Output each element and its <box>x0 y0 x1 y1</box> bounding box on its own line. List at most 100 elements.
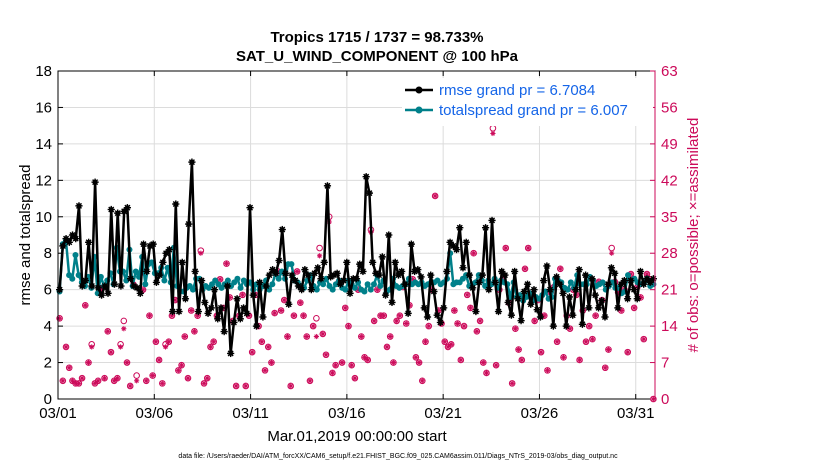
rmse-star-stroke <box>511 268 518 275</box>
obs-possible-point <box>181 333 189 340</box>
series-rmse-point <box>440 304 448 312</box>
obs-star-stroke <box>243 383 248 389</box>
obs-possible-point <box>242 382 250 390</box>
rmse-star-stroke <box>317 275 325 282</box>
y2-tick-label: 49 <box>661 136 678 153</box>
series-rmse-point <box>104 289 112 297</box>
obs-star-stroke <box>150 373 155 378</box>
series-spread-point <box>288 261 295 268</box>
series-rmse-point <box>623 295 632 303</box>
rmse-star-stroke <box>105 290 112 297</box>
obs-possible-point <box>248 348 256 356</box>
obs-assimilated-point <box>403 320 409 327</box>
obs-possible-point <box>492 361 500 369</box>
obs-assimilated-point <box>146 313 153 319</box>
rmse-star-stroke <box>172 201 179 208</box>
obs-assimilated-point <box>291 313 297 319</box>
obs-star-stroke <box>619 308 624 313</box>
obs-possible-point <box>374 286 381 293</box>
y2-tick-label: 63 <box>661 63 678 80</box>
rmse-star-stroke <box>624 295 631 302</box>
rmse-star-stroke <box>530 286 538 293</box>
rmse-star-stroke <box>314 264 321 271</box>
rmse-star-stroke <box>440 304 447 311</box>
obs-star-stroke <box>583 339 589 344</box>
series-rmse-point <box>543 262 551 270</box>
obs-assimilated-point <box>519 357 525 363</box>
series-rmse-point <box>588 275 596 283</box>
rmse-star-stroke <box>108 206 115 213</box>
obs-possible-point <box>284 333 291 340</box>
obs-possible-point <box>624 348 632 356</box>
series-spread-point <box>625 272 632 279</box>
series-rmse-point <box>194 307 202 316</box>
rmse-star-stroke <box>589 275 596 282</box>
series-rmse-point <box>511 267 519 276</box>
x-tick-label: 03/31 <box>617 405 655 422</box>
rmse-star-stroke <box>182 295 189 302</box>
series-rmse-point <box>362 173 370 181</box>
obs-star-stroke <box>378 313 383 318</box>
obs-possible-point <box>412 354 420 361</box>
rmse-star-stroke <box>198 277 205 284</box>
rmse-star-stroke <box>521 288 528 295</box>
rmse-star-stroke <box>572 286 579 293</box>
obs-possible-point <box>142 377 150 385</box>
rmse-star-stroke <box>69 231 76 239</box>
obs-star-stroke <box>262 368 268 373</box>
x-tick-label: 03/16 <box>328 405 366 422</box>
obs-possible-point <box>268 359 275 366</box>
series-rmse-point <box>123 204 131 212</box>
rmse-star-stroke <box>505 299 512 306</box>
obs-star-stroke <box>631 305 637 311</box>
series-rmse-point <box>556 280 564 288</box>
obs-possible-point <box>94 377 102 385</box>
obs-assimilated-point <box>538 349 544 355</box>
series-rmse-point <box>478 271 486 279</box>
obs-assimilated-point <box>143 378 149 384</box>
obs-assimilated-point <box>464 292 470 298</box>
obs-possible-point <box>473 328 481 335</box>
obs-possible-point <box>277 307 285 314</box>
rmse-star-stroke <box>540 277 547 284</box>
series-rmse-point <box>359 267 367 276</box>
obs-assimilated-point <box>426 323 432 329</box>
obs-assimilated-point <box>223 261 230 267</box>
series-rmse-point <box>378 253 386 261</box>
series-spread-point <box>313 286 320 293</box>
obs-star-stroke <box>192 329 197 334</box>
rmse-star-stroke <box>179 259 186 266</box>
y2-axis-label: # of obs: o=possible; ×=assimilated <box>685 118 702 353</box>
x-tick-label: 03/06 <box>136 405 174 422</box>
chart-subtitle: SAT_U_WIND_COMPONENT @ 100 hPa <box>236 48 519 65</box>
rmse-star-stroke <box>466 272 473 279</box>
obs-star-stroke <box>189 308 194 313</box>
series-spread-point <box>132 268 139 275</box>
obs-possible-point <box>566 325 574 333</box>
rmse-star-stroke <box>421 304 428 311</box>
series-rmse-point <box>578 320 586 328</box>
obs-possible-point <box>396 312 404 319</box>
series-rmse-point <box>185 220 193 228</box>
obs-star-stroke <box>179 362 184 368</box>
obs-assimilated-point <box>323 352 329 358</box>
obs-assimilated-point <box>641 336 647 342</box>
obs-possible-point <box>191 328 198 335</box>
rmse-star-stroke <box>208 304 215 311</box>
obs-possible-point <box>515 346 522 353</box>
obs-star-stroke <box>644 271 650 277</box>
rmse-star-stroke <box>295 283 302 290</box>
series-rmse-point <box>614 304 622 312</box>
series-rmse-point <box>223 282 232 290</box>
obs-star-stroke <box>278 308 284 313</box>
rmse-star-stroke <box>156 272 163 279</box>
obs-star-stroke <box>567 326 573 331</box>
obs-star-stroke <box>304 334 309 339</box>
rmse-star-stroke <box>192 268 199 275</box>
obs-star-stroke <box>452 308 457 313</box>
rmse-star-stroke <box>479 272 486 279</box>
x-tick-label: 03/01 <box>39 405 77 422</box>
obs-star-stroke <box>538 349 544 355</box>
obs-assimilated-point <box>593 313 599 319</box>
obs-assimilated-point <box>259 339 265 345</box>
